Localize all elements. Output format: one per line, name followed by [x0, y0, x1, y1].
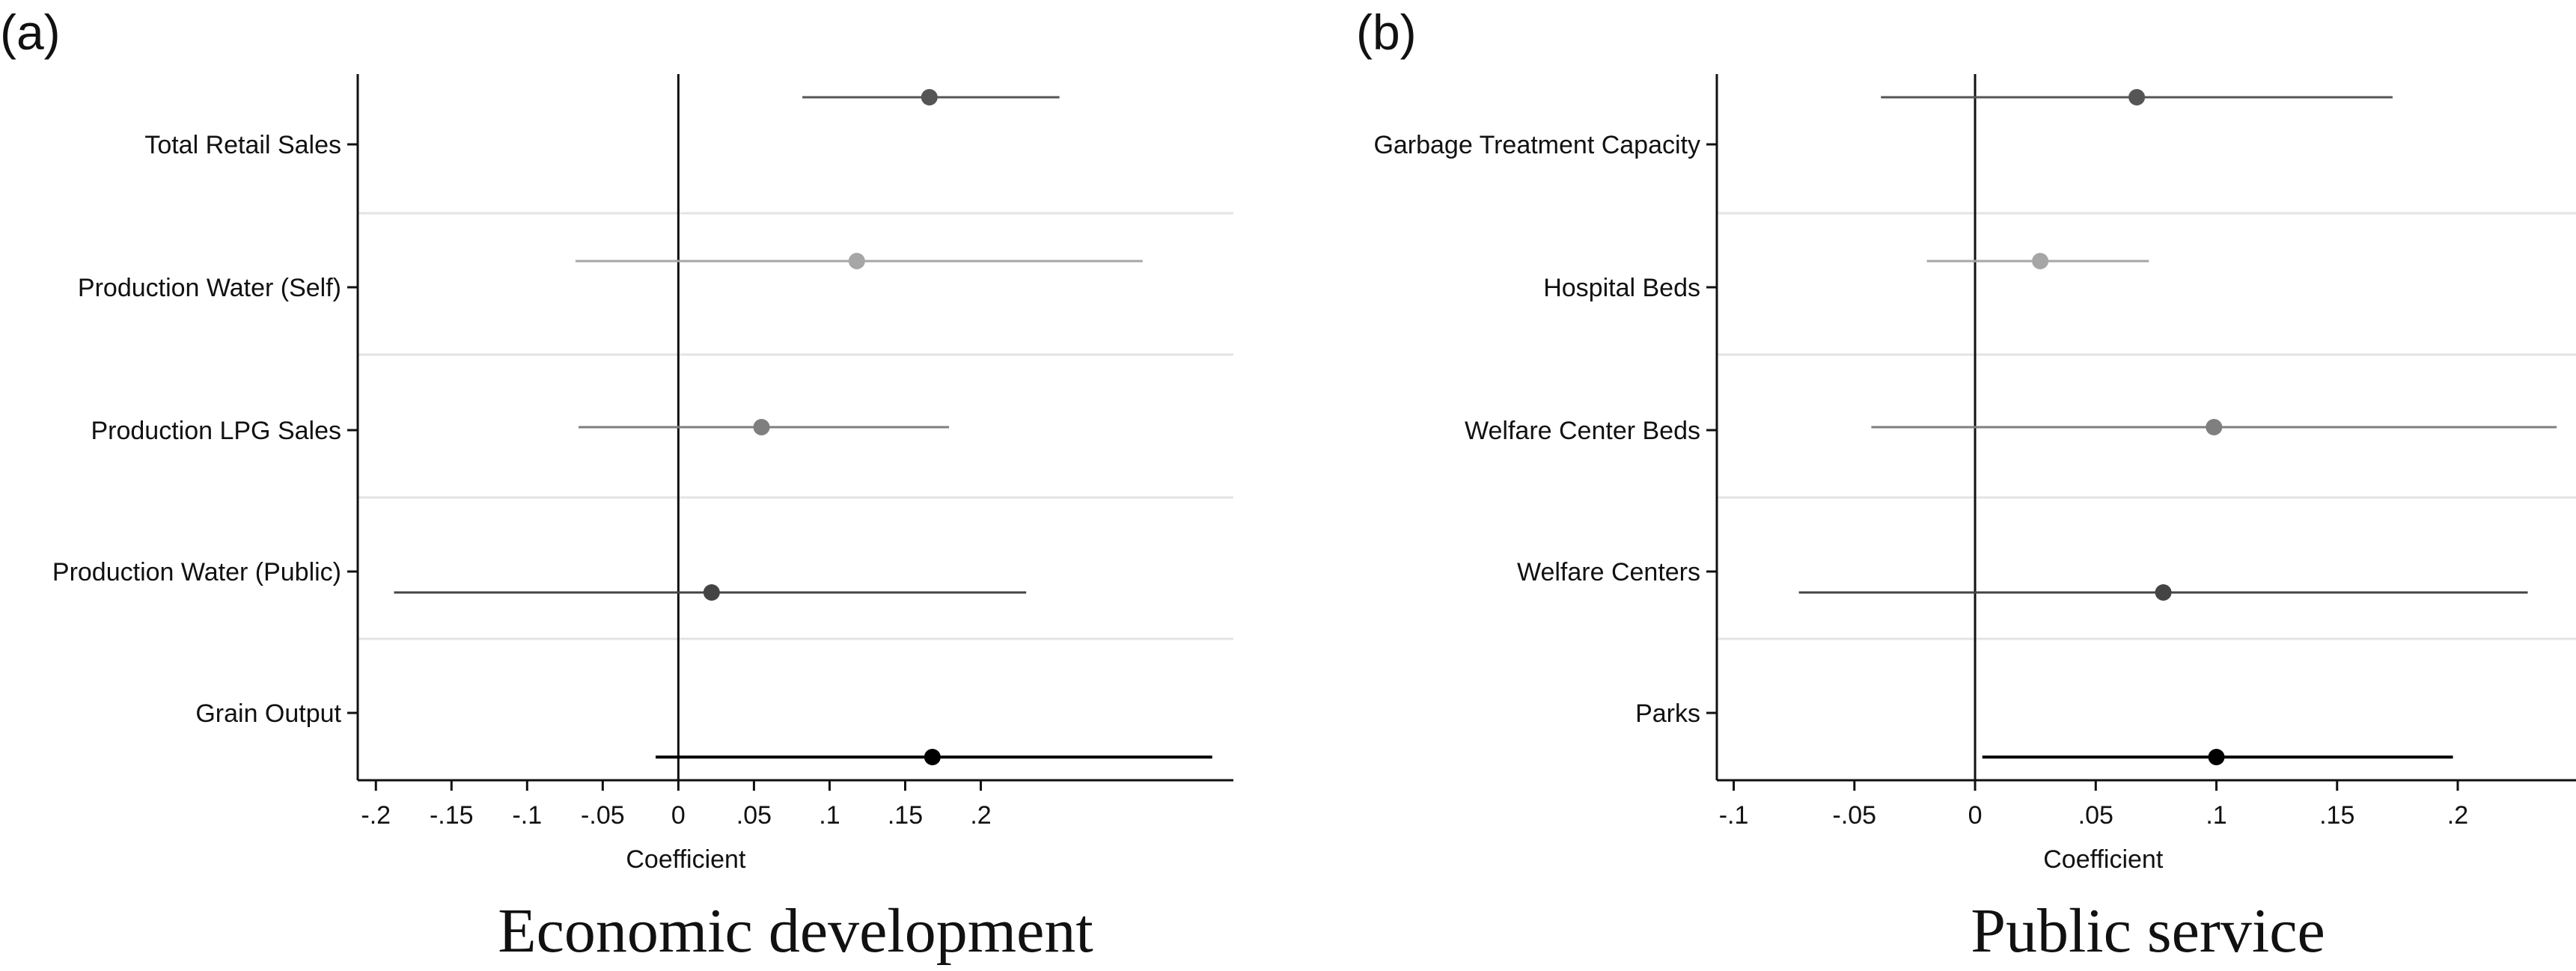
y-tick-label: Production Water (Public) — [52, 558, 341, 586]
x-axis-label: Coefficient — [626, 845, 746, 874]
panel-label: (b) — [1356, 4, 1417, 60]
y-tick-label: Garbage Treatment Capacity — [1373, 131, 1700, 159]
point-estimate — [2155, 584, 2172, 601]
point-estimate — [2032, 253, 2049, 269]
point-estimate — [2206, 419, 2223, 435]
x-tick-label: .2 — [970, 801, 991, 830]
y-tick-label: Production LPG Sales — [91, 417, 341, 445]
panel-b: (b) Garbage Treatment Capacity Hospital Be… — [1356, 4, 2576, 966]
y-tick-label: Hospital Beds — [1543, 274, 1700, 302]
x-tick-label: 0 — [1968, 801, 1983, 830]
point-estimate — [753, 419, 770, 435]
x-axis-label: Coefficient — [2043, 845, 2164, 874]
x-tick-label: .1 — [2206, 801, 2226, 830]
y-tick-label: Production Water (Self) — [78, 274, 341, 302]
y-tick-label: Grain Output — [195, 699, 341, 728]
point-estimate — [848, 253, 865, 269]
y-tick-label: Parks — [1635, 699, 1700, 728]
x-tick-label: .15 — [888, 801, 923, 830]
x-tick-label: -.15 — [430, 801, 474, 830]
point-estimate — [2128, 89, 2146, 105]
x-tick-label: .2 — [2447, 801, 2468, 830]
x-tick-label: -.05 — [581, 801, 625, 830]
panel-a: (a) Total Retail Sales Production Water (S… — [0, 4, 1233, 966]
x-tick-label: -.2 — [361, 801, 391, 830]
point-estimate — [2208, 749, 2225, 765]
y-tick-label: Welfare Center Beds — [1465, 417, 1700, 445]
x-tick-label: .05 — [2078, 801, 2113, 830]
point-estimate — [921, 89, 938, 105]
point-estimate — [703, 584, 720, 601]
x-tick-label: .15 — [2319, 801, 2354, 830]
x-tick-label: -.1 — [512, 801, 542, 830]
panel-title: Economic development — [498, 896, 1093, 966]
x-tick-label: -.05 — [1833, 801, 1877, 830]
point-estimate — [924, 749, 941, 765]
x-tick-label: .1 — [819, 801, 840, 830]
y-tick-label: Total Retail Sales — [144, 131, 341, 159]
x-tick-label: .05 — [736, 801, 772, 830]
panel-title: Public service — [1971, 896, 2325, 966]
x-tick-label: 0 — [671, 801, 686, 830]
x-tick-label: -.1 — [1719, 801, 1749, 830]
panel-label: (a) — [0, 4, 61, 60]
y-tick-label: Welfare Centers — [1517, 558, 1700, 586]
